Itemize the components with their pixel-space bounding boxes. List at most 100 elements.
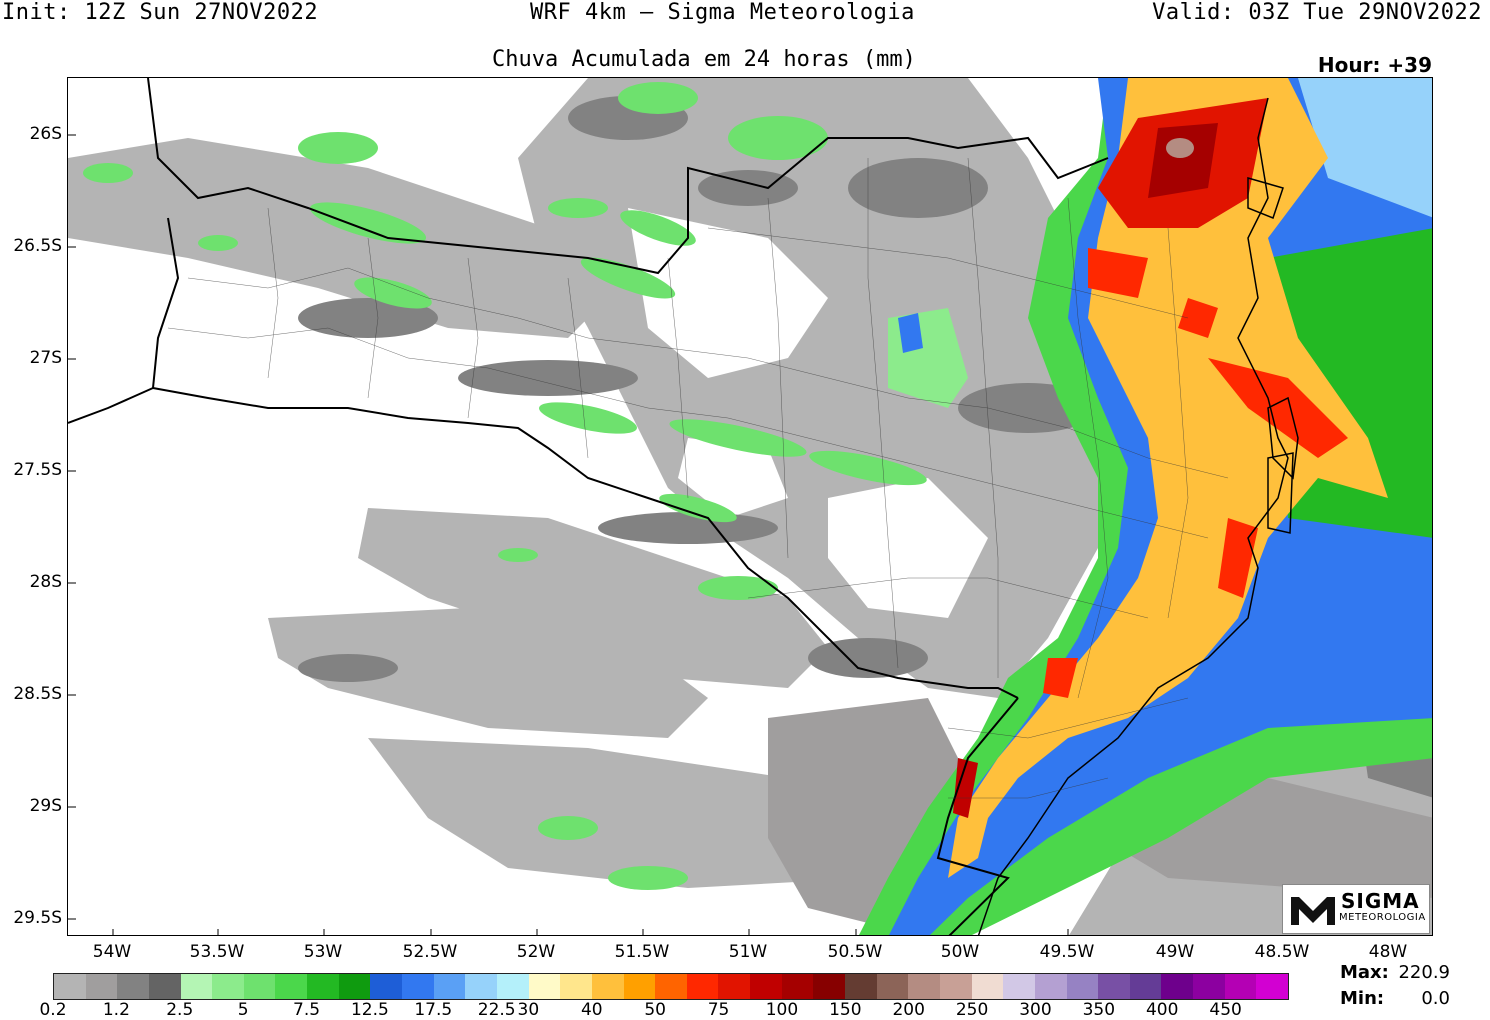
colorbar-swatch [275,974,308,999]
colorbar-tick-label: 400 [1145,1000,1179,1020]
colorbar-swatch [54,974,86,999]
colorbar-tick-label: 100 [765,1000,799,1020]
lon-label-49w: 49W [1155,942,1195,962]
lon-label-48-5w: 48.5W [1254,942,1310,962]
colorbar-swatch [370,974,403,999]
lon-label-48w: 48W [1368,942,1408,962]
colorbar-swatch [781,974,814,999]
sigma-logo-icon [1291,897,1335,925]
colorbar-swatch [433,974,466,999]
state-borders [68,78,1109,935]
colorbar-swatch [718,974,751,999]
colorbar-swatch [655,974,687,999]
max-label: Max: [1340,962,1389,983]
min-label: Min: [1340,988,1385,1009]
lon-label-49-5w: 49.5W [1039,942,1095,962]
lat-label-26s: 26S [29,124,62,144]
lon-label-53w: 53W [303,942,343,962]
colorbar-swatch [686,974,719,999]
sigma-logo: SIGMA METEOROLOGIA [1282,884,1430,934]
forecast-hour: Hour: +39 [1317,53,1432,77]
rain-field-yellow [948,78,1388,878]
colorbar-tick-label: 200 [892,1000,925,1020]
colorbar-swatch [1256,974,1288,999]
colorbar-tick-label: 7.5 [293,1000,321,1020]
colorbar-tick-label: 0.2 [39,1000,67,1020]
colorbar-tick-label: 1.2 [102,1000,130,1020]
lat-label-26-5s: 26.5S [13,236,62,256]
colorbar-swatch [180,974,213,999]
colorbar-swatch [465,974,497,999]
colorbar-tick-label: 75 [707,1000,730,1020]
colorbar-swatch [750,974,782,999]
colorbar-swatch [1098,974,1130,999]
colorbar-tick-label: 22.5 [477,1000,516,1020]
lon-label-50w: 50W [940,942,980,962]
colorbar-swatch [1193,974,1225,999]
colorbar-tick-label: 5 [237,1000,249,1020]
lat-label-29s: 29S [29,796,62,816]
min-value: 0.0 [1421,988,1450,1009]
lon-label-52w: 52W [516,942,556,962]
rain-streaks-green [83,82,927,890]
lon-label-51w: 51W [728,942,768,962]
map-canvas [68,78,1432,935]
colorbar-swatch [813,974,846,999]
logo-name: SIGMA [1341,889,1420,913]
logo-subtitle: METEOROLOGIA [1339,912,1426,923]
colorbar-swatch [1129,974,1162,999]
lon-label-51-5w: 51.5W [614,942,670,962]
valid-time: Valid: 03Z Tue 29NOV2022 [1152,0,1482,25]
colorbar-swatch [1224,974,1257,999]
lat-label-28-5s: 28.5S [13,684,62,704]
lat-label-27-5s: 27.5S [13,460,62,480]
lon-label-54w: 54W [92,942,132,962]
colorbar-tick-label: 17.5 [414,1000,453,1020]
rain-core-red-mid [1088,248,1148,298]
rain-core-red-small [1178,298,1218,338]
colorbar-tick-label: 450 [1209,1000,1242,1020]
colorbar-swatch [148,974,181,999]
colorbar-swatch [496,974,529,999]
colorbar-tick-label: 40 [580,1000,603,1020]
colorbar-swatch [243,974,276,999]
colorbar-swatch [1003,974,1035,999]
colorbar-swatch [876,974,909,999]
rain-patch-blue-small [898,313,923,353]
lat-label-29-5s: 29.5S [13,908,62,928]
colorbar-swatch [971,974,1004,999]
colorbar-swatch [939,974,972,999]
colorbar-tick-label: 300 [1019,1000,1052,1020]
lon-label-50-5w: 50.5W [827,942,883,962]
rain-core-red-far-south [953,758,978,818]
colorbar-swatch [117,974,149,999]
colorbar-tick-label: 30 [517,1000,540,1020]
rain-core-red-central [1208,358,1348,458]
colorbar-swatch [307,974,339,999]
colorbar-swatch [1034,974,1067,999]
lat-label-27s: 27S [29,348,62,368]
lat-label-28s: 28S [29,572,62,592]
colorbar-swatch [212,974,244,999]
coastline [977,97,1299,935]
precipitation-map [67,77,1433,936]
colorbar-tick-label: 150 [829,1000,862,1020]
precipitation-colorbar [53,973,1289,1000]
lon-label-52-5w: 52.5W [402,942,458,962]
municipal-boundaries [167,157,1229,799]
colorbar-swatch [528,974,561,999]
model-title: WRF 4km — Sigma Meteorologia [530,0,915,25]
max-value: 220.9 [1398,962,1450,983]
colorbar-swatch [560,974,592,999]
colorbar-swatch [1161,974,1194,999]
rain-field-light-blue [1298,78,1432,218]
colorbar-tick-label: 2.5 [166,1000,194,1020]
rain-max-spot [1166,138,1194,158]
colorbar-tick-label: 50 [644,1000,666,1020]
colorbar-swatch [845,974,877,999]
colorbar-swatch [1066,974,1099,999]
colorbar-swatch [85,974,118,999]
colorbar-swatch [402,974,434,999]
map-subtitle: Chuva Acumulada em 24 horas (mm) [492,47,916,72]
lon-label-53-5w: 53.5W [189,942,245,962]
